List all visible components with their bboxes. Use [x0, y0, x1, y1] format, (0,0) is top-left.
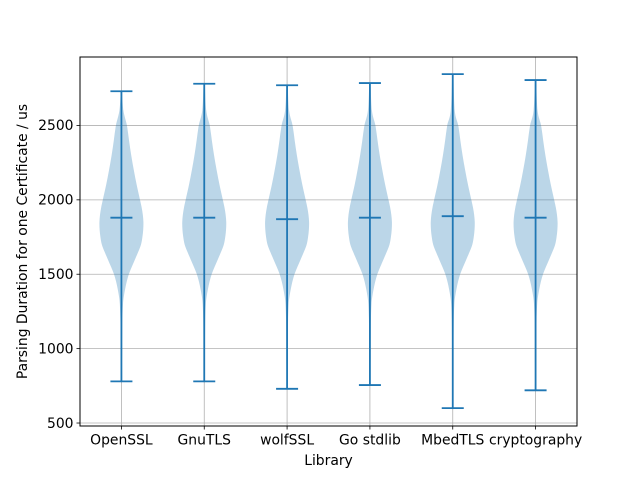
- x-tick-label: MbedTLS: [421, 433, 484, 449]
- y-tick-label: 1000: [38, 341, 73, 357]
- axes-layer: [76, 56, 578, 430]
- x-tick-label: OpenSSL: [90, 433, 153, 449]
- gridline-overlay-layer: [121, 57, 536, 426]
- violin-layer: [99, 74, 558, 411]
- x-tick-label: cryptography: [489, 433, 582, 449]
- y-tick-label: 500: [47, 416, 74, 432]
- x-axis-label: Library: [304, 453, 353, 469]
- y-tick-label: 2000: [38, 193, 73, 209]
- y-axis-label: Parsing Duration for one Certificate / u…: [15, 104, 31, 379]
- y-tick-label: 1500: [38, 267, 73, 283]
- label-layer: Library Parsing Duration for one Certifi…: [15, 104, 582, 469]
- grid-layer: [80, 125, 577, 424]
- y-tick-label: 2500: [38, 118, 73, 134]
- x-tick-label: wolfSSL: [260, 433, 314, 449]
- x-tick-label: GnuTLS: [178, 433, 232, 449]
- x-tick-label: Go stdlib: [339, 433, 401, 449]
- axes-spines: [79, 56, 578, 427]
- whisker-layer: [110, 73, 547, 410]
